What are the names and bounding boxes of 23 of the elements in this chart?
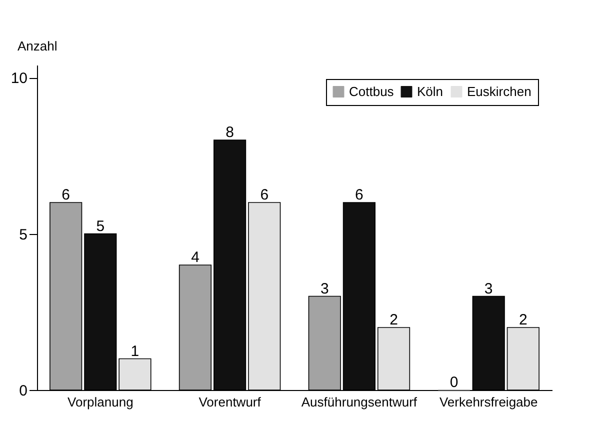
data-label: 2 xyxy=(390,312,398,328)
y-axis-title: Anzahl xyxy=(18,38,58,54)
data-label: 8 xyxy=(226,124,234,141)
y-tick-label: 0 xyxy=(19,382,28,400)
data-label: 6 xyxy=(260,186,269,204)
x-tick-label: Vorentwurf xyxy=(198,394,262,410)
x-tick-label: Verkehrsfreigabe xyxy=(439,394,538,410)
x-tick-label: Vorplanung xyxy=(68,394,134,410)
data-label: 3 xyxy=(320,280,329,298)
data-label: 4 xyxy=(191,249,200,266)
data-label: 5 xyxy=(96,218,105,235)
data-label: 1 xyxy=(130,342,140,360)
data-label: 0 xyxy=(450,374,458,391)
y-tick-label: 10 xyxy=(10,70,28,87)
legend-label: Köln xyxy=(417,84,444,99)
data-label: 2 xyxy=(518,312,528,328)
data-label: 6 xyxy=(355,186,364,204)
data-label: 6 xyxy=(62,186,70,204)
x-tick-label: Ausführungsentwurf xyxy=(301,394,418,410)
y-tick-label: 5 xyxy=(19,226,28,244)
data-label: 3 xyxy=(484,280,493,298)
legend-label: Cottbus xyxy=(349,84,394,99)
legend-label: Euskirchen xyxy=(467,84,532,99)
